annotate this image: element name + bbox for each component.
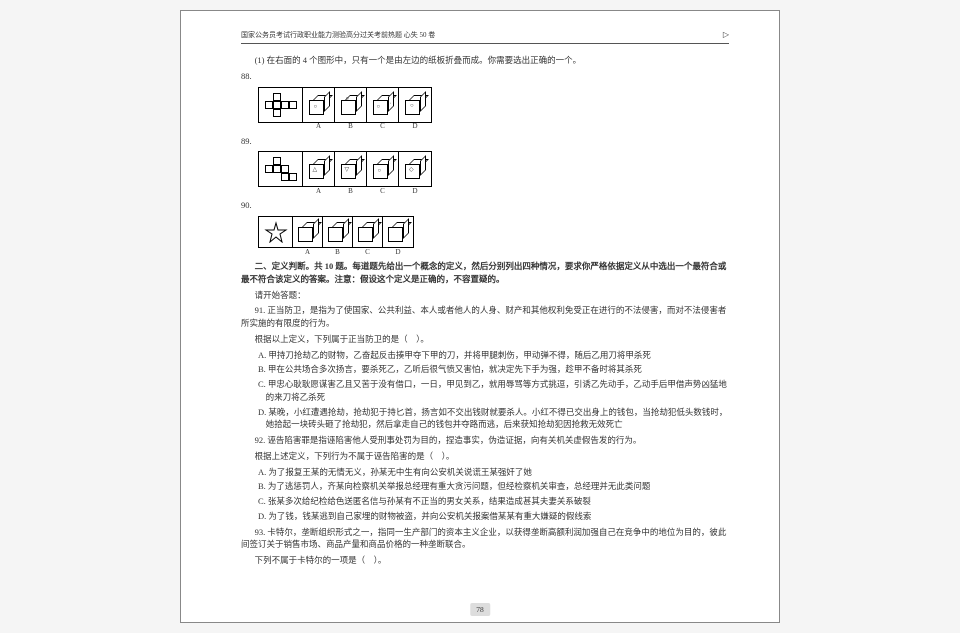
q92-stem2: 根据上述定义，下列行为不属于诬告陷害的是（ ）。 [241, 450, 729, 463]
q92-option-a: A. 为了报复王某的无情无义，孙某无中生有向公安机关说谎王某强奸了她 [258, 466, 729, 479]
header-title: 国家公务员考试行政职业能力测验高分过关考前热题 心失 50 卷 [241, 30, 435, 41]
header-marker: ▷ [723, 29, 729, 41]
q90-figure-row: A B C D [241, 216, 729, 248]
q91-option-d: D. 某晚，小红遭遇抢劫，抢劫犯于持匕首，扬言如不交出钱财就要杀人。小红不得已交… [258, 406, 729, 432]
q91-stem2: 根据以上定义，下列属于正当防卫的是（ ）。 [241, 333, 729, 346]
q92-option-c: C. 张某多次给纪检给色送匿名信与孙某有不正当的男女关系，结果造成甚其夫妻关系破… [258, 495, 729, 508]
q88-option-a: ○ A [303, 88, 335, 122]
star-icon [264, 221, 288, 243]
q90-option-b: B [323, 217, 353, 247]
q90-option-d: D [383, 217, 413, 247]
q90-option-c: C [353, 217, 383, 247]
q93-stem1: 93. 卡特尔，垄断组织形式之一，指同一生产部门的资本主义企业，以获得垄断高额利… [241, 526, 729, 552]
q92-option-d: D. 为了钱，钱某逃到自己家埋的财物被盗，并向公安机关报案借某某有重大嫌疑的假线… [258, 510, 729, 523]
q89-option-a: △ A [303, 152, 335, 186]
section2-heading: 二、定义判断。共 10 题。每道题先给出一个概念的定义，然后分别列出四种情况，要… [241, 260, 729, 286]
q89-option-c: ○ C [367, 152, 399, 186]
q89-option-d: ◇ D [399, 152, 431, 186]
q91-option-a: A. 甲持刀抢劫乙的财物，乙奋起反击揍甲夺下甲的刀，并将甲腿刺伤，甲动弹不得，随… [258, 349, 729, 362]
q89-option-b: ▽ B [335, 152, 367, 186]
q89-number: 89. [241, 135, 729, 148]
q90-option-a: A [293, 217, 323, 247]
q90-number: 90. [241, 199, 729, 212]
q90-net [259, 217, 293, 247]
q93-stem2: 下列不属于卡特尔的一项是（ ）。 [241, 554, 729, 567]
q91-option-b: B. 甲在公共场合多次扬言，要杀死乙，乙听后很气愤又害怕，就决定先下手为强，趁甲… [258, 363, 729, 376]
q88-instruction: (1) 在右面的 4 个图形中，只有一个是由左边的纸板折叠而成。你需要选出正确的… [241, 54, 729, 67]
page-header: 国家公务员考试行政职业能力测验高分过关考前热题 心失 50 卷 ▷ [241, 29, 729, 44]
section2-start: 请开始答题： [241, 289, 729, 302]
page-number: 78 [470, 603, 490, 616]
q91-stem1: 91. 正当防卫，是指为了使国家、公共利益、本人或者他人的人身、财产和其他权利免… [241, 304, 729, 330]
q89-net [259, 152, 303, 186]
q88-option-b: ○ B [335, 88, 367, 122]
q92-option-b: B. 为了逃惩罚人，齐某向检察机关举报总经理有重大贪污问题，但经检察机关审查，总… [258, 480, 729, 493]
q91-option-c: C. 甲忠心耿耿愿谋害乙且又苦于没有借口，一日，甲见到乙，就用辱骂等方式挑逗，引… [258, 378, 729, 404]
q88-figure-row: ○ A ○ B ○· C ○ D [241, 87, 729, 123]
q92-stem1: 92. 诬告陷害罪是指诬陷害他人受刑事处罚为目的，捏造事实，伪造证据，向有关机关… [241, 434, 729, 447]
q88-option-c: ○· C [367, 88, 399, 122]
q88-net [259, 88, 303, 122]
q89-figure-row: △ A ▽ B ○ C ◇ D [241, 151, 729, 187]
exam-page: 国家公务员考试行政职业能力测验高分过关考前热题 心失 50 卷 ▷ (1) 在右… [180, 10, 780, 623]
q88-option-d: ○ D [399, 88, 431, 122]
q88-number: 88. [241, 70, 729, 83]
